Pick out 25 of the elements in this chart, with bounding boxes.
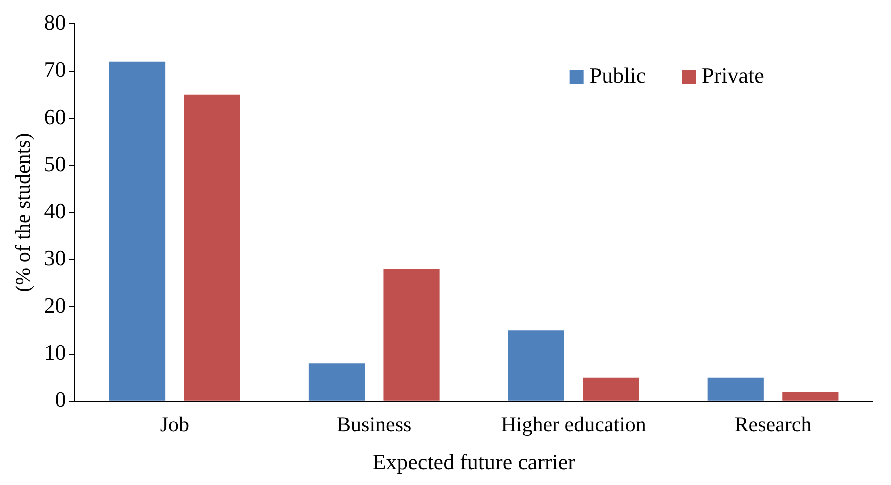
y-tick-label: 20 xyxy=(44,292,66,318)
bar xyxy=(583,378,640,401)
x-tick-label: Business xyxy=(337,412,412,437)
y-tick-label: 60 xyxy=(44,104,66,130)
legend-label: Public xyxy=(590,62,646,88)
y-tick-label: 80 xyxy=(44,10,66,35)
x-tick-label: Job xyxy=(160,412,190,437)
bar xyxy=(708,378,764,401)
y-tick-label: 50 xyxy=(44,151,66,176)
bar xyxy=(308,364,366,401)
x-axis-title: Expected future carrier xyxy=(372,450,576,475)
bar xyxy=(782,392,839,401)
bar xyxy=(184,94,240,401)
x-tick-label: Higher education xyxy=(501,412,647,437)
y-tick-label: 70 xyxy=(44,57,66,82)
legend-label: Private xyxy=(702,62,764,88)
y-tick-label: 0 xyxy=(55,387,66,412)
x-tick-label: Research xyxy=(734,412,812,437)
bar xyxy=(508,330,564,401)
y-tick-label: 10 xyxy=(44,340,66,366)
bar xyxy=(109,62,166,401)
y-tick-label: 30 xyxy=(44,246,66,271)
y-axis-title: (% of the students) xyxy=(11,133,36,292)
y-tick-label: 40 xyxy=(44,198,66,224)
bar xyxy=(384,269,440,401)
